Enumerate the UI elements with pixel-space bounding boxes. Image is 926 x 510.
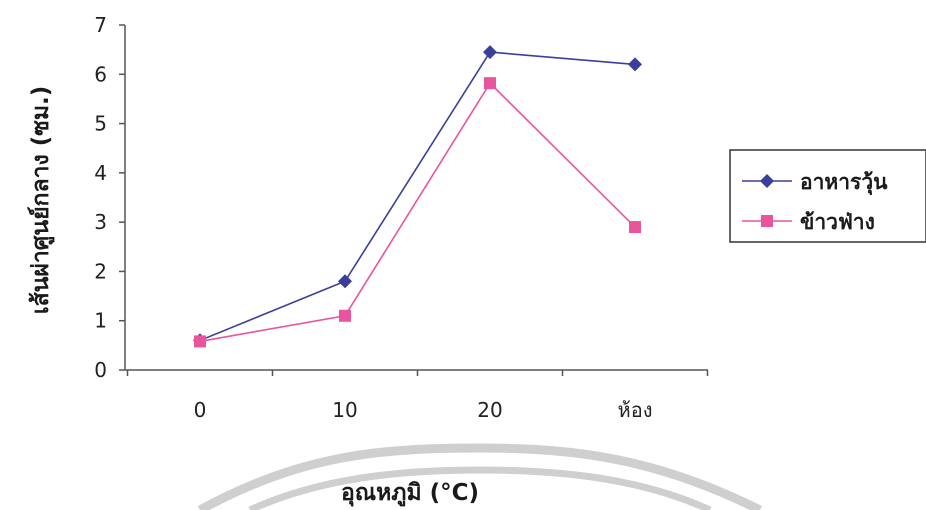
- data-point-square: [629, 221, 641, 234]
- y-tick-label: 6: [94, 62, 107, 86]
- watermark-arc-outer: [197, 443, 763, 510]
- data-point-square: [761, 215, 773, 227]
- legend: อาหารวุ้นข้าวฟ่าง: [729, 149, 926, 243]
- data-point-diamond: [760, 174, 774, 188]
- watermark-arc-inner: [248, 466, 712, 510]
- data-point-diamond: [338, 274, 352, 289]
- x-ticks: 0 10 20 ห้อง: [126, 370, 709, 422]
- x-tick-label: 10: [332, 398, 357, 422]
- y-tick-label: 4: [94, 161, 107, 185]
- y-tick-label: 7: [94, 13, 107, 37]
- series-layer: [193, 45, 642, 348]
- series-line: [199, 81, 636, 343]
- data-point-diamond: [628, 57, 642, 72]
- series-2: [194, 77, 641, 348]
- y-ticks: 0 1 2 3 4 5 6 7: [94, 13, 125, 382]
- x-tick-label: 0: [194, 398, 207, 422]
- legend-label: อาหารวุ้น: [800, 170, 888, 196]
- data-point-square: [484, 77, 496, 90]
- y-axis-title: เส้นผ่าศูนย์กลาง (ซม.): [27, 86, 55, 315]
- series-1: [193, 45, 642, 348]
- series-line: [199, 51, 636, 342]
- y-tick-label: 3: [94, 210, 107, 234]
- x-axis-title: อุณหภูมิ (°C): [341, 480, 479, 507]
- data-point-diamond: [483, 45, 497, 60]
- y-tick-label: 5: [94, 112, 107, 136]
- x-tick-label: ห้อง: [618, 398, 653, 422]
- watermark-arcs: [197, 443, 763, 510]
- axes: [124, 25, 708, 371]
- y-tick-label: 0: [94, 358, 107, 382]
- data-point-square: [339, 309, 351, 322]
- legend-label: ข้าวฟ่าง: [800, 210, 875, 234]
- y-tick-label: 1: [94, 309, 107, 333]
- data-point-square: [194, 335, 206, 348]
- y-tick-label: 2: [94, 259, 107, 283]
- x-tick-label: 20: [477, 398, 502, 422]
